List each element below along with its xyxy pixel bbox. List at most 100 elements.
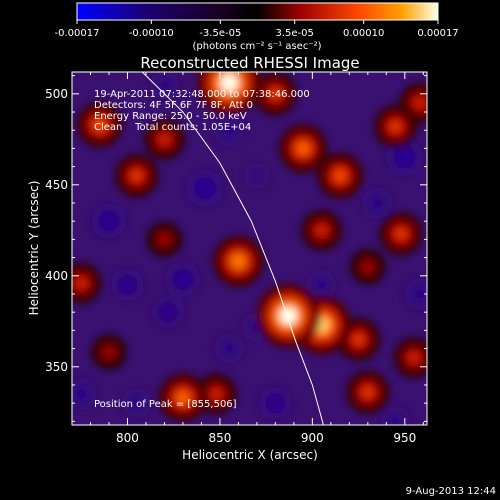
annotation-detectors: Detectors: 4F 5F 6F 7F 8F, Att 0 xyxy=(94,100,253,111)
axis-ticks: 800 850 900 950 350 400 450 500 xyxy=(45,72,427,445)
heatmap-blob xyxy=(279,306,298,325)
heatmap-blob xyxy=(159,234,170,245)
heatmap-source xyxy=(258,386,292,420)
heatmap-blob xyxy=(224,343,234,354)
heatmap-source xyxy=(253,72,298,116)
colorbar-tick-label: -0.00017 xyxy=(55,28,100,39)
heatmap-blob xyxy=(176,390,190,405)
heatmap-source xyxy=(306,270,337,300)
heatmap-source xyxy=(214,333,244,364)
heatmap-blob xyxy=(333,169,347,183)
heatmap-blob xyxy=(103,215,115,227)
heatmap-blob xyxy=(372,198,383,208)
y-tick-label: 500 xyxy=(45,87,68,101)
annotation-time-range: 19-Apr-2011 07:32:48.000 to 07:38:46.000 xyxy=(94,89,310,100)
heatmap-source xyxy=(301,209,342,251)
chart-title: Reconstructed RHESSI Image xyxy=(140,54,359,72)
heatmap-blob xyxy=(76,389,87,400)
heatmap-source xyxy=(151,295,185,329)
heatmap-source xyxy=(186,170,224,207)
heatmap-blob xyxy=(315,224,328,237)
heatmap-source xyxy=(212,235,264,287)
heatmap-source xyxy=(278,124,328,173)
colorbar: -0.00017 -0.00010 -3.5e-05 3.5e-05 0.00010 0.… xyxy=(55,2,459,52)
heatmap-blob xyxy=(252,171,261,180)
solar-limb-curve xyxy=(141,72,324,425)
colorbar-tick-label: 0.00010 xyxy=(343,28,384,39)
peak-position-label: Position of Peak = [855,506] xyxy=(94,399,237,410)
heatmap-source xyxy=(197,72,262,115)
heatmap-blob xyxy=(395,227,408,241)
annotation-block: 19-Apr-2011 07:32:48.000 to 07:38:46.000… xyxy=(94,89,310,133)
heatmap-blob xyxy=(270,397,281,409)
heatmap-blob xyxy=(389,120,402,133)
heatmap-blob xyxy=(177,273,189,286)
heatmap-source xyxy=(165,261,201,297)
footer-date: 9-Aug-2013 12:44 xyxy=(406,486,496,497)
heatmap-sources xyxy=(72,72,427,425)
heatmap-source xyxy=(144,118,185,160)
colorbar-ticks: -0.00017 -0.00010 -3.5e-05 3.5e-05 0.00010 0.… xyxy=(55,20,459,39)
heatmap-blob xyxy=(122,279,133,291)
heatmap-blob xyxy=(269,87,282,100)
y-axis-label: Heliocentric Y (arcsec) xyxy=(27,181,41,316)
y-tick-label: 450 xyxy=(45,178,68,192)
colorbar-tick-label: -3.5e-05 xyxy=(199,28,241,39)
heatmap-source xyxy=(110,268,144,302)
x-tick-label: 800 xyxy=(116,431,139,445)
heatmap-blob xyxy=(210,388,222,400)
heatmap-source xyxy=(346,370,390,414)
heatmap-blob xyxy=(130,169,143,182)
heatmap-blob xyxy=(231,254,246,269)
annotation-energy-range: Energy Range: 25.0 - 50.0 keV xyxy=(94,111,247,122)
heatmap-source xyxy=(379,212,423,256)
heatmap-source xyxy=(115,154,159,198)
x-tick-label: 850 xyxy=(208,431,231,445)
y-tick-label: 350 xyxy=(45,360,68,374)
colorbar-unit-label: (photons cm⁻² s⁻¹ asec⁻²) xyxy=(192,41,321,52)
heatmap-blob xyxy=(413,97,426,109)
heatmap-blob xyxy=(296,141,310,156)
heatmap-source xyxy=(146,221,183,258)
heatmap-blob xyxy=(408,351,420,364)
heatmap-source xyxy=(76,101,123,148)
heatmap-source xyxy=(256,283,321,348)
annotation-clean-counts: Clean Total counts: 1.05E+04 xyxy=(94,122,251,133)
heatmap-blob xyxy=(220,73,239,92)
heatmap-blob xyxy=(398,151,411,164)
heatmap-source xyxy=(213,114,245,146)
y-tick-label: 400 xyxy=(45,269,68,283)
heatmap-blob xyxy=(75,277,87,289)
plot-area: 800 850 900 950 350 400 450 500 xyxy=(45,71,428,445)
colorbar-tick-label: 3.5e-05 xyxy=(275,28,313,39)
heatmap-source xyxy=(361,187,393,219)
heatmap-blob xyxy=(224,125,235,136)
heatmap-source xyxy=(393,337,427,379)
heatmap-source xyxy=(72,378,97,410)
heatmap-source xyxy=(380,406,411,425)
heatmap-blob xyxy=(414,289,425,299)
heatmap-source xyxy=(317,152,364,199)
heatmap-blob xyxy=(316,280,327,290)
heatmap-source xyxy=(350,248,386,285)
heatmap-blob xyxy=(362,261,373,272)
heatmap-blob xyxy=(132,398,142,408)
colorbar-gradient xyxy=(76,2,439,21)
heatmap-source xyxy=(373,104,418,149)
heatmap-source xyxy=(244,162,270,189)
x-tick-label: 900 xyxy=(301,431,324,445)
heatmap-blob xyxy=(104,347,114,358)
heatmap-blob xyxy=(352,333,365,346)
heatmap-blob xyxy=(390,416,401,425)
x-tick-label: 950 xyxy=(393,431,416,445)
heatmap-source xyxy=(122,388,152,418)
heatmap-blob xyxy=(158,133,171,146)
heatmap-source xyxy=(149,72,180,100)
heatmap-blob xyxy=(199,182,212,195)
heatmap-blob xyxy=(159,80,170,90)
heatmap-source xyxy=(386,139,424,176)
plot-frame xyxy=(71,71,428,426)
heatmap-source xyxy=(91,203,127,239)
x-axis-label: Heliocentric X (arcsec) xyxy=(182,448,318,462)
